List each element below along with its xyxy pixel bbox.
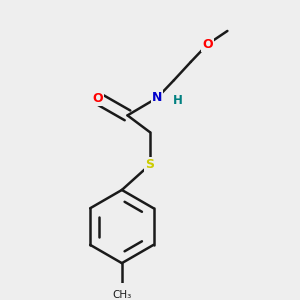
Text: H: H <box>173 94 183 107</box>
Text: CH₃: CH₃ <box>112 290 131 300</box>
Text: S: S <box>146 158 154 171</box>
Text: O: O <box>93 92 103 105</box>
Text: O: O <box>202 38 213 51</box>
Text: N: N <box>152 92 162 104</box>
